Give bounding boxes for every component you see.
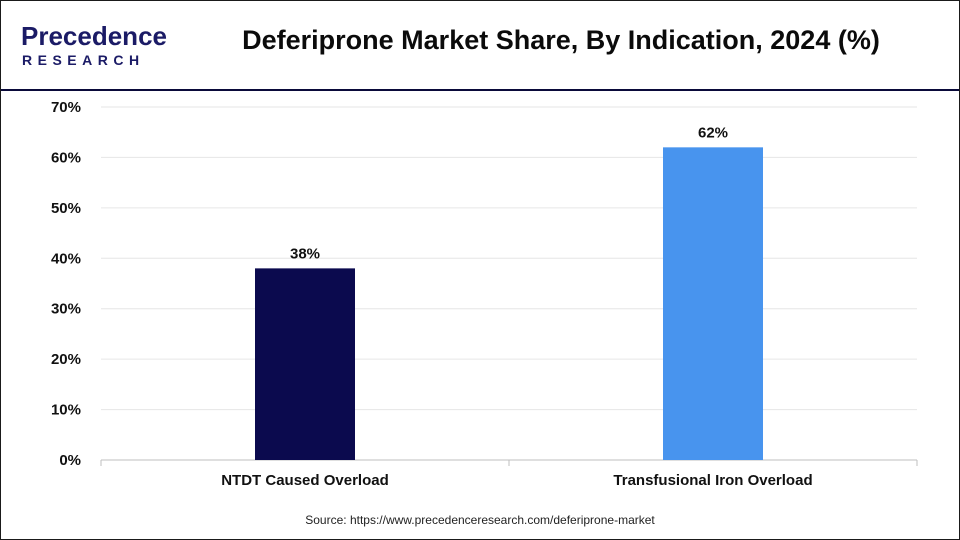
- bar: [255, 268, 355, 460]
- y-tick-label: 70%: [51, 99, 81, 116]
- y-tick-label: 10%: [51, 402, 81, 419]
- y-tick-label: 20%: [51, 351, 81, 368]
- y-tick-label: 0%: [59, 452, 81, 469]
- y-tick-label: 30%: [51, 301, 81, 318]
- data-label: 62%: [698, 124, 728, 141]
- x-tick-label: NTDT Caused Overload: [221, 472, 389, 489]
- precedence-research-logo: Precedence RESEARCH: [21, 21, 167, 68]
- bar: [663, 147, 763, 460]
- y-tick-label: 60%: [51, 149, 81, 166]
- y-tick-label: 50%: [51, 200, 81, 217]
- bar-chart: 0% 10% 20% 30% 40% 50% 60% 70% 38% NTDT Caused Ov…: [51, 99, 918, 489]
- chart-title: Deferiprone Market Share, By Indication,…: [242, 25, 880, 55]
- logo-subtitle: RESEARCH: [22, 52, 145, 68]
- header: Precedence RESEARCH Deferiprone Market S…: [1, 1, 959, 91]
- logo-wordmark: Precedence: [21, 21, 167, 51]
- source-note: Source: https://www.precedenceresearch.c…: [305, 513, 655, 527]
- data-label: 38%: [290, 245, 320, 262]
- x-tick-label: Transfusional Iron Overload: [613, 472, 812, 489]
- y-tick-label: 40%: [51, 250, 81, 267]
